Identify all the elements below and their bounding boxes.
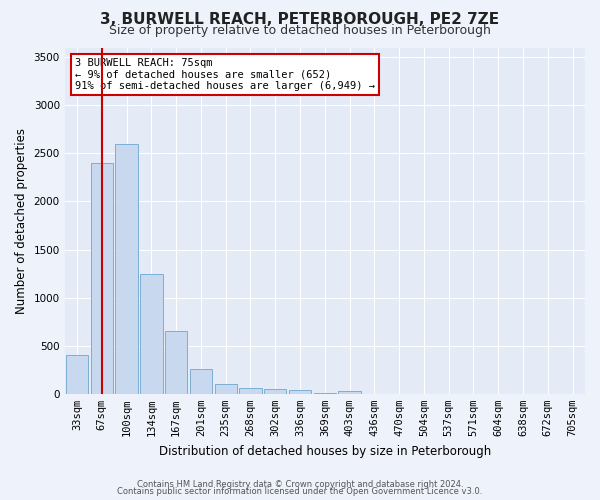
Bar (239, 388, 262, 394)
Bar (215, 384, 237, 394)
Bar (91, 163, 113, 394)
Bar (115, 144, 138, 394)
Bar (140, 274, 163, 394)
Bar (66, 356, 88, 394)
Text: 3 BURWELL REACH: 75sqm
← 9% of detached houses are smaller (652)
91% of semi-det: 3 BURWELL REACH: 75sqm ← 9% of detached … (75, 58, 375, 91)
Text: Size of property relative to detached houses in Peterborough: Size of property relative to detached ho… (109, 24, 491, 37)
Text: 3, BURWELL REACH, PETERBOROUGH, PE2 7ZE: 3, BURWELL REACH, PETERBOROUGH, PE2 7ZE (100, 12, 500, 28)
Bar (190, 369, 212, 394)
Text: Contains HM Land Registry data © Crown copyright and database right 2024.: Contains HM Land Registry data © Crown c… (137, 480, 463, 489)
Y-axis label: Number of detached properties: Number of detached properties (15, 128, 28, 314)
X-axis label: Distribution of detached houses by size in Peterborough: Distribution of detached houses by size … (159, 444, 491, 458)
Bar (165, 332, 187, 394)
Bar (289, 390, 311, 394)
Bar (264, 388, 286, 394)
Bar (338, 391, 361, 394)
Text: Contains public sector information licensed under the Open Government Licence v3: Contains public sector information licen… (118, 487, 482, 496)
